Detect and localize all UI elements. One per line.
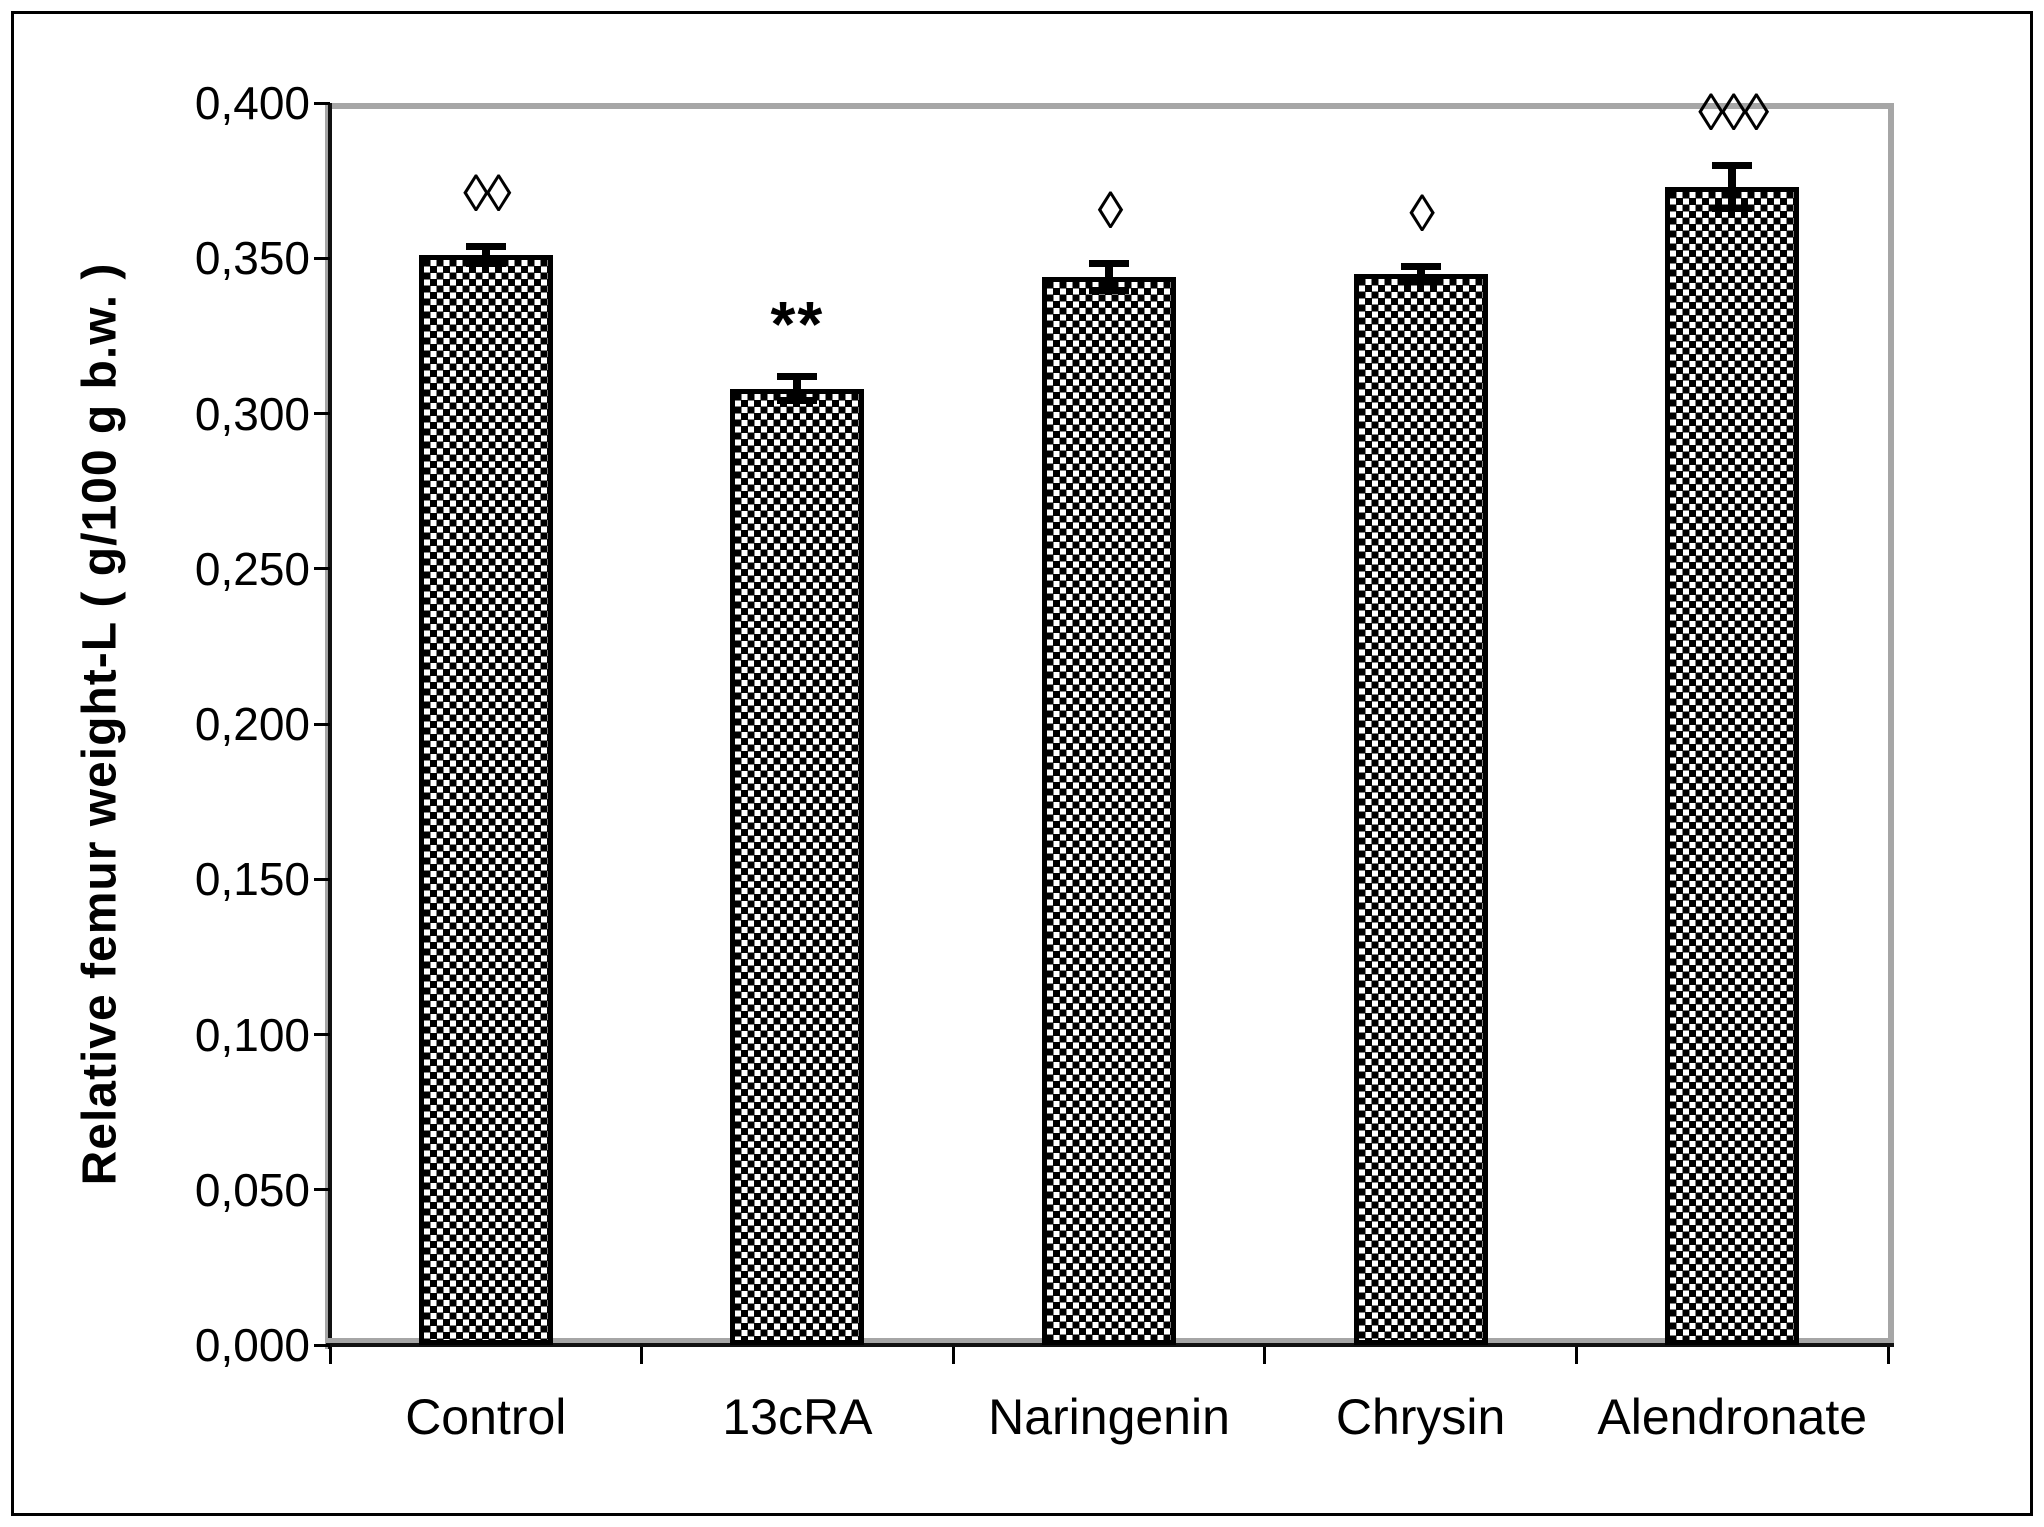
bar-annotation: ◊◊◊	[1698, 84, 1769, 143]
error-bar	[1416, 265, 1425, 282]
x-axis-tick	[1886, 1347, 1890, 1364]
bar	[1665, 186, 1800, 1345]
y-tick-label: 0,100	[194, 1008, 310, 1061]
y-tick-label: 0,000	[194, 1319, 310, 1371]
x-axis-tick	[1263, 1347, 1267, 1364]
y-axis-tick	[314, 1188, 330, 1192]
error-bar	[1105, 262, 1113, 291]
plot-top-border	[326, 103, 1893, 109]
y-tick-label: 0,350	[194, 232, 310, 285]
y-axis-tick	[314, 1033, 330, 1036]
bar-annotation: ◊◊	[463, 164, 511, 223]
error-bar-cap-top	[1400, 262, 1441, 270]
x-category-label: Naringenin	[988, 1389, 1230, 1445]
y-axis-tick	[314, 412, 330, 415]
y-axis-line	[328, 103, 332, 1349]
error-bar-cap-bottom	[1400, 277, 1441, 285]
plot-right-border	[1888, 103, 1894, 1343]
bar-annotation: **	[770, 288, 825, 361]
bar-annotation: ◊	[1097, 181, 1124, 240]
error-bar-cap-bottom	[465, 260, 506, 268]
bar	[730, 388, 865, 1345]
x-category-label: Control	[405, 1389, 567, 1445]
error-bar-cap-top	[1712, 162, 1753, 170]
y-axis-tick	[314, 256, 330, 260]
y-axis-tick	[314, 1343, 330, 1347]
error-bar-cap-bottom	[1089, 286, 1129, 294]
y-tick-label: 0,400	[194, 77, 310, 129]
bar-annotation: ◊	[1409, 184, 1435, 243]
y-axis-tick	[314, 101, 330, 105]
error-bar	[481, 245, 490, 265]
x-axis-tick	[328, 1347, 332, 1364]
error-bar-cap-top	[1089, 259, 1129, 267]
error-bar-cap-top	[777, 373, 818, 381]
error-bar-cap-top	[465, 242, 506, 250]
y-axis-tick	[314, 877, 330, 881]
y-tick-label: 0,200	[194, 698, 310, 750]
x-axis-tick	[1574, 1347, 1578, 1364]
x-category-label: Alendronate	[1597, 1389, 1868, 1445]
x-axis-line	[326, 1343, 1894, 1347]
x-category-label: 13cRA	[722, 1389, 873, 1445]
y-tick-label: 0,150	[194, 853, 310, 906]
error-bar	[1728, 165, 1737, 209]
bar	[1042, 276, 1176, 1345]
y-axis-tick	[314, 567, 330, 571]
x-axis-tick	[640, 1347, 644, 1364]
x-axis-tick	[951, 1347, 955, 1364]
y-tick-label: 0,050	[194, 1163, 310, 1216]
y-tick-label: 0,300	[194, 387, 310, 440]
error-bar-cap-bottom	[1712, 204, 1753, 212]
y-axis-tick	[314, 722, 330, 726]
x-category-label: Chrysin	[1335, 1389, 1506, 1445]
bar	[1353, 273, 1488, 1345]
error-bar-cap-bottom	[777, 397, 818, 405]
error-bar	[793, 376, 802, 402]
bar	[418, 255, 553, 1345]
y-tick-label: 0,250	[194, 542, 310, 595]
